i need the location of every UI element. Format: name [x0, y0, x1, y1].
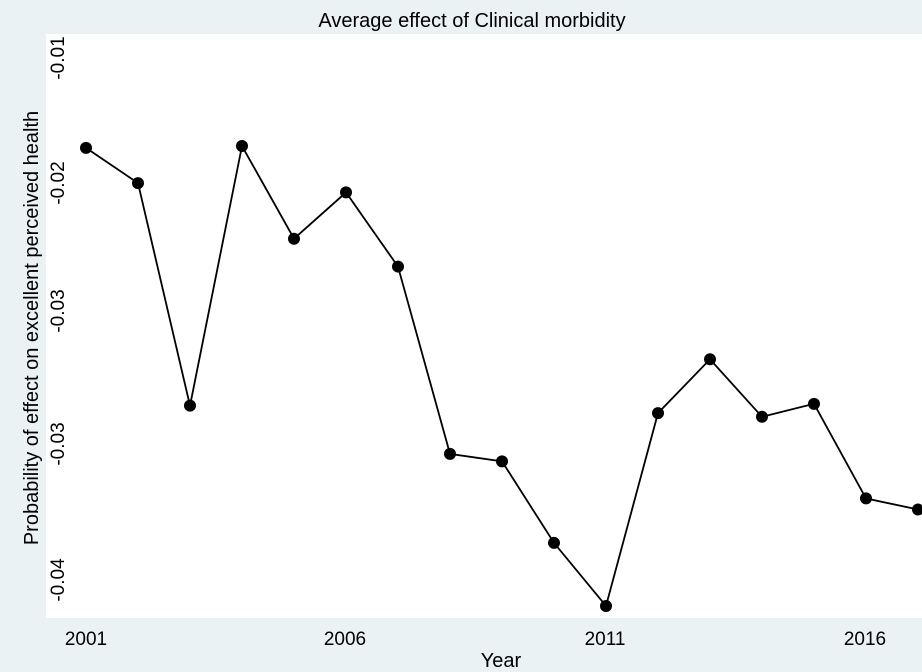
data-point — [184, 399, 196, 412]
y-tick-label: -0.01 — [48, 36, 69, 79]
y-ticks: -0.01 -0.02 -0.03 -0.03 -0.04 — [48, 36, 69, 601]
x-ticks: 2001 2006 2011 2016 — [65, 629, 886, 650]
data-point — [808, 397, 820, 410]
chart-title: Average effect of Clinical morbidity — [318, 10, 625, 32]
data-point — [132, 177, 144, 190]
x-axis-label: Year — [481, 650, 522, 672]
y-tick-label: -0.03 — [48, 422, 69, 465]
plot-area — [46, 34, 922, 618]
data-point — [652, 407, 664, 420]
data-point — [80, 141, 92, 154]
data-point — [600, 600, 612, 612]
data-point — [548, 536, 560, 549]
series-layer — [80, 140, 922, 612]
x-tick-label: 2006 — [324, 629, 366, 650]
y-tick-label: -0.03 — [48, 289, 69, 332]
data-point — [496, 455, 508, 468]
data-point — [340, 186, 352, 199]
y-tick-label: -0.02 — [48, 161, 69, 204]
data-point — [444, 447, 456, 460]
x-tick-label: 2016 — [844, 629, 886, 650]
data-point — [392, 260, 404, 273]
data-point — [756, 410, 768, 423]
data-point — [288, 232, 300, 245]
x-tick-label: 2011 — [585, 629, 626, 650]
y-axis-label: Probability of effect on excellent perce… — [21, 111, 43, 545]
data-point — [912, 503, 922, 516]
data-point — [236, 140, 248, 152]
y-tick-label: -0.04 — [48, 558, 69, 602]
data-point — [860, 492, 872, 505]
x-tick-label: 2001 — [65, 629, 107, 650]
data-point — [704, 353, 716, 366]
